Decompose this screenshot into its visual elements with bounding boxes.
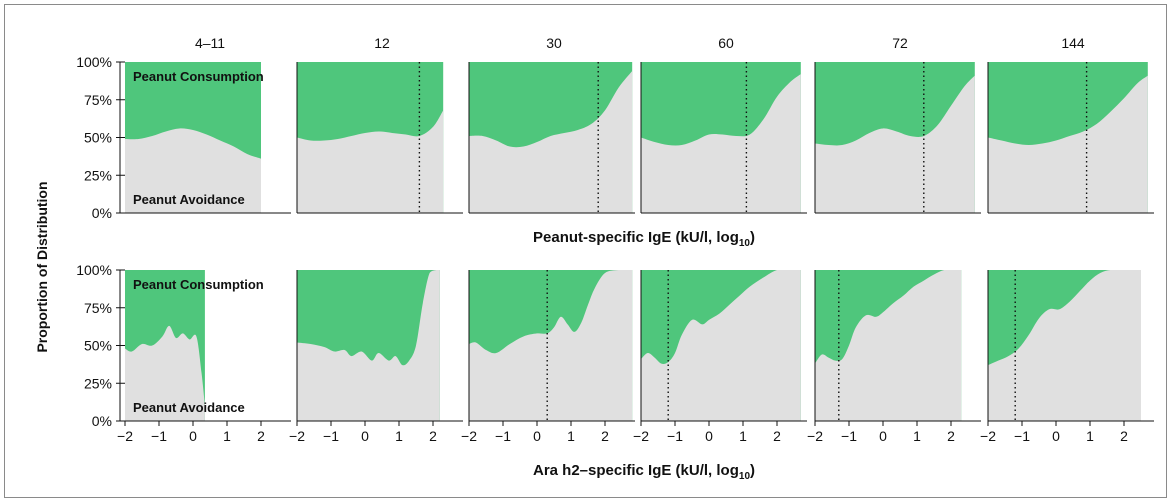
avoidance-area xyxy=(815,75,975,213)
legend-consumption-label: Peanut Consumption xyxy=(133,69,264,84)
panel: −2 −1 0 1 2 xyxy=(117,270,291,444)
x-tick-label: 2 xyxy=(601,428,609,444)
legend-avoidance-label: Peanut Avoidance xyxy=(133,400,245,415)
panel: −2 −1 0 1 2 xyxy=(289,270,463,444)
y-tick-label: 25% xyxy=(84,167,112,183)
x-tick-label: −2 xyxy=(980,428,996,444)
x-tick-label: 2 xyxy=(257,428,265,444)
avoidance-area xyxy=(641,270,801,421)
legend-avoidance-label: Peanut Avoidance xyxy=(133,192,245,207)
x-tick-label: 1 xyxy=(739,428,747,444)
panel: −2 −1 0 1 2 xyxy=(633,270,807,444)
x-tick-label: −1 xyxy=(151,428,167,444)
x-tick-label: 2 xyxy=(773,428,781,444)
panel xyxy=(640,62,807,214)
x-tick-label: 2 xyxy=(429,428,437,444)
avoidance-area xyxy=(641,74,801,213)
y-tick-label: 75% xyxy=(84,92,112,108)
avoidance-area xyxy=(125,325,205,421)
avoidance-area xyxy=(815,270,962,421)
x-tick-label: −1 xyxy=(323,428,339,444)
x-tick-label: 2 xyxy=(1120,428,1128,444)
panel: −2 −1 0 1 2 xyxy=(980,270,1154,444)
column-label: 144 xyxy=(1061,35,1085,51)
x-axis-title: Peanut-specific IgE (kU/l, log10) xyxy=(533,229,755,249)
x-tick-label: 1 xyxy=(1086,428,1094,444)
y-tick-label: 50% xyxy=(84,338,112,354)
x-tick-label: 0 xyxy=(189,428,197,444)
x-tick-label: −1 xyxy=(495,428,511,444)
avoidance-area xyxy=(469,71,633,213)
y-tick-label: 0% xyxy=(92,413,112,429)
y-tick-label: 25% xyxy=(84,375,112,391)
panel xyxy=(296,62,463,214)
y-tick-label: 50% xyxy=(84,130,112,146)
x-axis-title: Ara h2–specific IgE (kU/l, log10) xyxy=(533,462,755,482)
column-label: 30 xyxy=(546,35,562,51)
x-tick-label: −2 xyxy=(461,428,477,444)
column-label: 60 xyxy=(718,35,734,51)
x-tick-label: 1 xyxy=(567,428,575,444)
panel xyxy=(987,62,1154,214)
x-tick-label: −1 xyxy=(667,428,683,444)
x-tick-label: 1 xyxy=(913,428,921,444)
column-label: 12 xyxy=(374,35,390,51)
x-tick-label: −1 xyxy=(1014,428,1030,444)
x-tick-label: 2 xyxy=(947,428,955,444)
x-tick-label: 0 xyxy=(361,428,369,444)
y-axis-title: Proportion of Distribution xyxy=(34,181,50,352)
y-tick-label: 100% xyxy=(76,54,112,70)
figure-frame xyxy=(4,4,1167,498)
avoidance-area xyxy=(988,270,1141,421)
panel xyxy=(814,62,981,214)
x-tick-label: −2 xyxy=(289,428,305,444)
x-tick-label: 1 xyxy=(223,428,231,444)
legend-consumption-label: Peanut Consumption xyxy=(133,277,264,292)
x-tick-label: −1 xyxy=(841,428,857,444)
x-tick-label: 0 xyxy=(533,428,541,444)
x-tick-label: −2 xyxy=(807,428,823,444)
panel: −2 −1 0 1 2 xyxy=(807,270,981,444)
avoidance-area xyxy=(988,75,1148,213)
panel xyxy=(468,62,635,214)
x-tick-label: −2 xyxy=(633,428,649,444)
panel xyxy=(125,62,291,214)
y-tick-label: 0% xyxy=(92,205,112,221)
y-tick-label: 100% xyxy=(76,262,112,278)
avoidance-area xyxy=(297,110,444,213)
x-tick-label: 0 xyxy=(705,428,713,444)
x-tick-label: 0 xyxy=(879,428,887,444)
avoidance-area xyxy=(469,270,633,421)
x-tick-label: 0 xyxy=(1052,428,1060,444)
column-label: 72 xyxy=(892,35,908,51)
avoidance-area xyxy=(297,270,440,421)
panel: −2 −1 0 1 2 xyxy=(461,270,635,444)
avoidance-area xyxy=(125,128,261,213)
column-label: 4–11 xyxy=(195,35,225,51)
x-tick-label: 1 xyxy=(395,428,403,444)
x-tick-label: −2 xyxy=(117,428,133,444)
y-tick-label: 75% xyxy=(84,300,112,316)
